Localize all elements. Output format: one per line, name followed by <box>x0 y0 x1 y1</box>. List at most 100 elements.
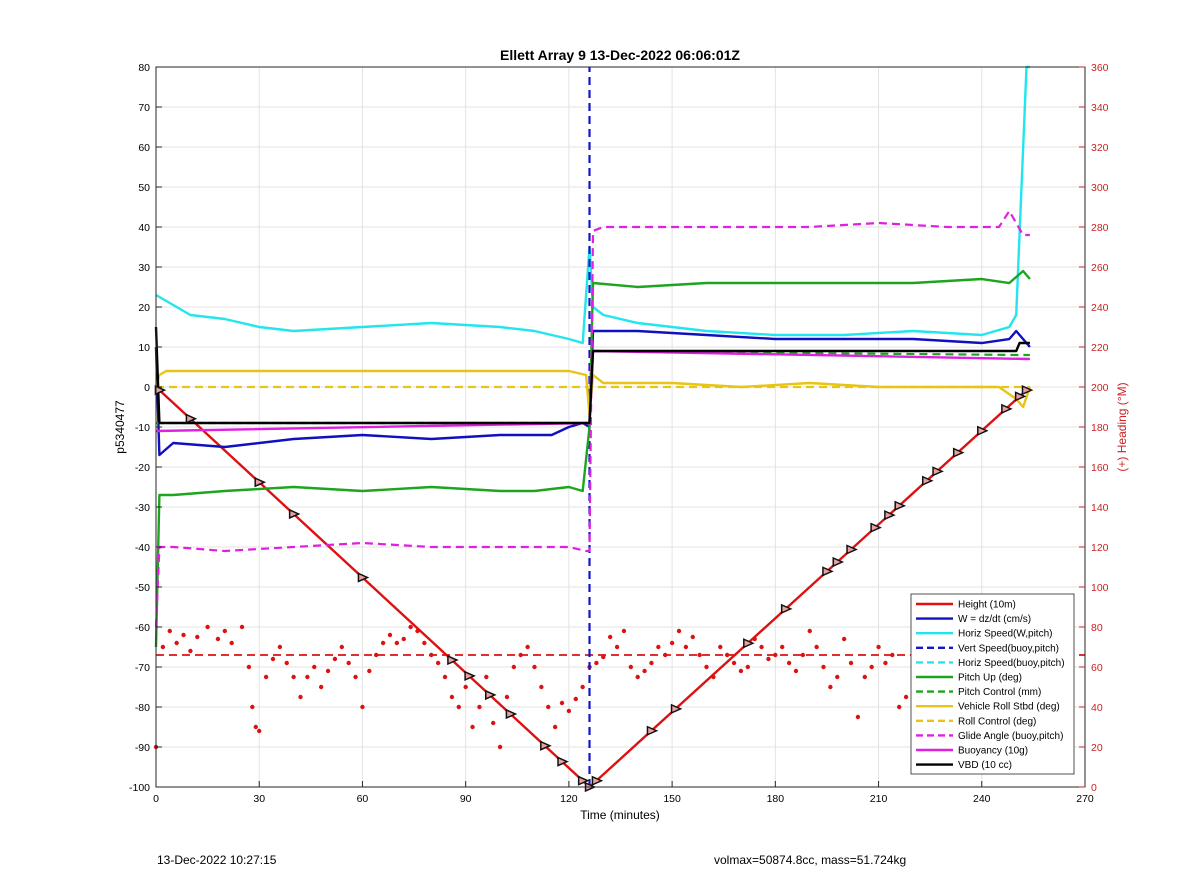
height-marker <box>540 740 552 751</box>
heading-point <box>869 664 874 670</box>
x-tick-label: 270 <box>1076 793 1094 805</box>
heading-point <box>305 674 310 680</box>
heading-point <box>174 640 179 646</box>
y2-tick-label: 0 <box>1091 782 1097 794</box>
y2-tick-label: 240 <box>1091 302 1109 314</box>
y2-tick-label: 360 <box>1091 62 1109 74</box>
height-markers <box>154 384 1034 793</box>
heading-point <box>250 704 255 710</box>
heading-point <box>195 634 200 640</box>
height-marker <box>822 566 834 577</box>
heading-point <box>828 684 833 690</box>
height-marker <box>357 572 370 583</box>
y2-tick-label: 120 <box>1091 542 1109 554</box>
heading-point <box>614 644 620 650</box>
x-tick-label: 150 <box>663 793 681 805</box>
heading-point <box>642 668 647 674</box>
y-tick-label: 10 <box>138 342 150 354</box>
heading-point <box>656 644 661 650</box>
heading-point <box>332 656 338 662</box>
y-tick-label: -100 <box>129 782 150 794</box>
heading-point <box>205 624 210 630</box>
heading-point <box>786 660 792 666</box>
legend-entry: W = dz/dt (cm/s) <box>958 614 1031 625</box>
y2-tick-label: 320 <box>1091 142 1109 154</box>
x-axis-label: Time (minutes) <box>580 808 660 822</box>
y2-tick-label: 340 <box>1091 102 1109 114</box>
heading-point <box>435 660 441 666</box>
heading-point <box>800 652 806 658</box>
heading-point <box>270 656 276 662</box>
legend-entry: Buoyancy (10g) <box>958 746 1028 757</box>
y2-tick-label: 40 <box>1091 702 1103 714</box>
x-ticks: 0 30 60 90 120 150 180 210 240 270 <box>153 781 1094 805</box>
x-tick-label: 30 <box>253 793 265 805</box>
heading-point <box>222 628 228 634</box>
height-marker <box>1021 384 1034 396</box>
heading-point <box>408 624 413 630</box>
heading-point <box>552 724 558 730</box>
heading-point <box>312 664 317 670</box>
y-ticks: -100-90-80-70-60-50-40-30-20-10010203040… <box>129 62 162 794</box>
series-line-11 <box>154 326 1030 425</box>
heading-point <box>263 674 269 680</box>
series-line-5 <box>154 269 1031 648</box>
heading-point <box>848 660 854 666</box>
heading-point <box>504 694 510 700</box>
heading-point <box>759 644 764 650</box>
y-tick-label: -70 <box>135 662 150 674</box>
x-tick-label: 0 <box>153 793 159 805</box>
y-tick-label: -10 <box>135 422 150 434</box>
heading-point <box>215 636 221 642</box>
x-tick-label: 210 <box>870 793 888 805</box>
heading-point <box>160 644 166 650</box>
heading-point <box>525 644 530 650</box>
y-tick-label: 30 <box>138 262 150 274</box>
heading-point <box>649 660 654 666</box>
y2-tick-label: 100 <box>1091 582 1109 594</box>
legend-entry: Roll Control (deg) <box>958 716 1036 727</box>
heading-point <box>318 684 324 690</box>
heading-point <box>635 674 640 680</box>
heading-point <box>621 628 627 634</box>
y2-tick-label: 300 <box>1091 182 1109 194</box>
height-marker <box>485 689 497 701</box>
series-line-9 <box>154 209 1030 628</box>
height-marker <box>646 725 659 736</box>
y-tick-label: 20 <box>138 302 150 314</box>
heading-point <box>181 632 186 638</box>
heading-point <box>738 668 744 674</box>
legend-entry: Pitch Control (mm) <box>958 687 1041 698</box>
height-marker <box>254 477 267 488</box>
heading-point <box>484 674 489 680</box>
footer-timestamp: 13-Dec-2022 10:27:15 <box>157 853 277 867</box>
heading-point <box>374 652 379 658</box>
y-tick-label: -30 <box>135 502 150 514</box>
height-marker <box>952 447 965 458</box>
heading-point <box>835 674 840 680</box>
heading-point <box>380 640 386 646</box>
height-marker <box>185 413 198 424</box>
heading-point <box>745 664 751 670</box>
heading-point <box>490 720 496 726</box>
heading-point <box>697 652 702 658</box>
heading-point <box>239 624 245 630</box>
heading-point <box>876 644 881 650</box>
y2-tick-label: 60 <box>1091 662 1103 674</box>
y-tick-label: -80 <box>135 702 150 714</box>
y2-tick-label: 80 <box>1091 622 1103 634</box>
y-tick-label: 40 <box>138 222 150 234</box>
legend-entry: Height (10m) <box>958 600 1016 611</box>
height-marker <box>557 756 569 767</box>
heading-point <box>367 668 372 674</box>
heading-point <box>284 660 289 666</box>
legend-entry: VBD (10 cc) <box>958 760 1012 771</box>
height-marker <box>154 385 167 396</box>
heading-point <box>401 636 406 642</box>
y2-axis-label: (+) Heading (°M) <box>1115 382 1129 471</box>
heading-point <box>325 668 331 674</box>
x-tick-label: 90 <box>460 793 472 805</box>
legend-entry: Horiz Speed(W,pitch) <box>958 629 1052 640</box>
heading-point <box>442 674 448 680</box>
